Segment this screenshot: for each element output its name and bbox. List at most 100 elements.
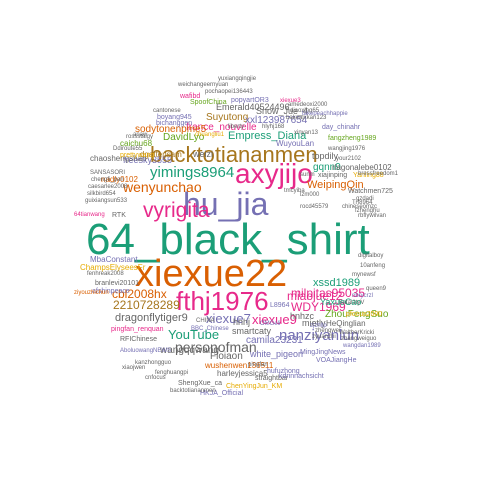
word-cloud-term: cnfocus xyxy=(145,375,166,381)
word-cloud-term: afshinpeace xyxy=(92,288,130,295)
word-cloud-term: sodytonenpme5 xyxy=(135,124,207,135)
word-cloud-term: backtotiananmen xyxy=(150,142,318,167)
word-cloud-term: Ddiroute55 xyxy=(113,146,143,152)
word-cloud-term: white_pigeon xyxy=(250,349,304,359)
word-cloud-term: guixiangsun533 xyxy=(85,198,128,204)
word-cloud-term: Trf8964 xyxy=(352,200,373,206)
word-cloud-term: weizi xyxy=(193,149,214,159)
word-cloud-term: YouTube xyxy=(168,327,220,342)
word-cloud-term: xiaojwen xyxy=(122,365,146,371)
word-cloud-term: cbl2008hx xyxy=(112,287,167,301)
word-cloud-term: bressfreedom1 xyxy=(358,171,399,177)
word-cloud-term: hu_jia xyxy=(183,186,269,222)
word-cloud-term: xxl123987654 xyxy=(245,115,308,126)
word-cloud-term: WaltherKricki xyxy=(339,330,375,336)
word-cloud-term: branlevi20101 xyxy=(95,280,139,287)
word-cloud-term: zyuanzhi xyxy=(312,334,336,340)
word-cloud-term: MingJingNews xyxy=(300,349,346,356)
word-cloud-term: hnhzc xyxy=(290,311,315,321)
word-cloud-term: AboluowangNEWS xyxy=(120,348,172,354)
word-cloud-term: zhengwei xyxy=(315,328,341,334)
word-cloud-term: fthj1976 xyxy=(176,286,269,316)
word-cloud-term: caesarlee2008 xyxy=(88,184,128,190)
word-cloud-term: amedeoxi2000 xyxy=(288,102,328,108)
word-cloud-term: wenyunchao xyxy=(123,179,202,195)
word-cloud-term: kanzhongguo xyxy=(135,360,172,366)
word-cloud-term: dgatterisam xyxy=(140,150,182,159)
word-cloud-term: CHINA xyxy=(196,318,215,324)
word-cloud-term: dragonflytiger9 xyxy=(115,312,188,324)
word-cloud-term: wangdan1989 xyxy=(343,343,381,349)
word-cloud-term: smartcaty xyxy=(232,326,272,336)
word-cloud-term: queen9 xyxy=(366,286,387,292)
word-cloud-term: RFIChinese xyxy=(120,336,157,343)
word-cloud-term: bakeajxkan123 xyxy=(286,115,327,121)
word-cloud-term: rlagonalebe0102 xyxy=(332,163,392,172)
word-cloud-term: xinyan13 xyxy=(294,130,319,136)
word-cloud-term: digitalboy xyxy=(358,253,384,259)
word-cloud-term: VOAJiangHe xyxy=(316,357,357,364)
word-cloud-term: pochaopei136443 xyxy=(205,89,253,95)
word-cloud-term: liberty xyxy=(228,124,245,130)
word-cloud-term: miaojue12 xyxy=(287,289,343,303)
word-cloud-term: Emerald40524496 xyxy=(216,102,290,112)
word-cloud-term: OMGeli xyxy=(260,321,281,327)
word-cloud-term: SANSASORI xyxy=(90,170,126,176)
word-cloud-term: caichu68 xyxy=(120,139,153,148)
word-cloud-term: Yanling88 xyxy=(353,172,384,179)
word-cloud-term: nanziyanlun xyxy=(279,327,360,344)
word-cloud-term: xiexue7 xyxy=(206,311,251,326)
word-cloud-term: your2102 xyxy=(336,156,362,162)
word-cloud-term: topdily xyxy=(312,151,339,161)
word-cloud-term: wushenwen136511 xyxy=(205,361,274,370)
word-cloud-term: xiexue3 xyxy=(280,98,301,104)
word-cloud-term: HKJA_Official xyxy=(200,390,244,397)
word-cloud-term: WDY1969 xyxy=(291,300,346,314)
word-cloud-term: nadly0102 xyxy=(101,175,138,184)
word-cloud-term: yuxiangqingjie xyxy=(218,76,257,82)
word-cloud-term: RTK xyxy=(112,212,126,219)
word-cloud-term: BBC_Chinese xyxy=(191,326,229,332)
word-cloud-term: ZhouFengSuo xyxy=(325,309,389,320)
word-cloud-term: zjzhllp xyxy=(310,323,327,329)
word-cloud-term: yimings8964 xyxy=(150,164,235,181)
word-cloud-term: Snow_Jue_4 xyxy=(256,106,309,116)
word-cloud-term: Empress_Diana xyxy=(228,130,307,142)
word-cloud-term: mietly xyxy=(302,318,326,328)
word-cloud-term: lzm000 xyxy=(300,192,320,198)
word-cloud-term: boyang945 xyxy=(157,114,192,121)
word-cloud-term: hlyhj168 xyxy=(262,124,285,130)
word-cloud-term: ChampsElyseesFr xyxy=(80,263,146,272)
word-cloud-term: xssd1989 xyxy=(313,277,361,289)
word-cloud-term: wafibd xyxy=(180,93,201,100)
word-cloud-term: cantonese xyxy=(153,108,181,114)
word-cloud-term: takepeachhappie xyxy=(302,111,348,117)
word-cloud-term: 2210728289 xyxy=(113,298,180,312)
word-cloud-term: chineseomzc xyxy=(342,204,378,210)
word-cloud-term: ziyouzhichun xyxy=(74,290,109,296)
word-cloud-term: freesky3555 xyxy=(123,155,173,165)
word-cloud-term: pingfan xyxy=(248,362,268,368)
word-cloud-term: ShengXue_ca xyxy=(178,380,222,387)
word-cloud-term: harleyjessica5 xyxy=(217,369,268,378)
word-cloud-term: WuyouLan xyxy=(276,139,315,148)
word-cloud-term: france_nouvelle xyxy=(186,122,257,133)
word-cloud-term: straightbar xyxy=(255,375,289,382)
word-cloud-term: rbflywilvan xyxy=(358,213,387,219)
word-cloud-term: popyartOR3 xyxy=(231,97,269,104)
word-cloud-term: nbrycrzl xyxy=(352,293,374,299)
word-cloud-term: backtotiananmen xyxy=(170,388,216,394)
word-cloud-term: prettywang xyxy=(120,152,155,159)
word-cloud-term: chuangliu1 xyxy=(195,132,225,138)
word-cloud-term: zhangweiguo xyxy=(341,336,377,342)
word-cloud-term: personofman xyxy=(175,339,257,355)
word-cloud-term: milpitas95035 xyxy=(291,286,366,300)
word-cloud-term: L8964 xyxy=(270,302,290,309)
word-cloud-term: weichangeernyuan xyxy=(178,82,229,88)
word-cloud-term: xiexue9 xyxy=(252,312,297,327)
word-cloud-term: Floiaon xyxy=(210,351,243,362)
word-cloud-term: hnhj xyxy=(233,317,251,327)
word-cloud-term: 64tianwang xyxy=(74,212,105,218)
word-cloud-term: pfocus2000 xyxy=(346,311,383,318)
word-cloud-term: tmcyiba xyxy=(284,188,305,194)
